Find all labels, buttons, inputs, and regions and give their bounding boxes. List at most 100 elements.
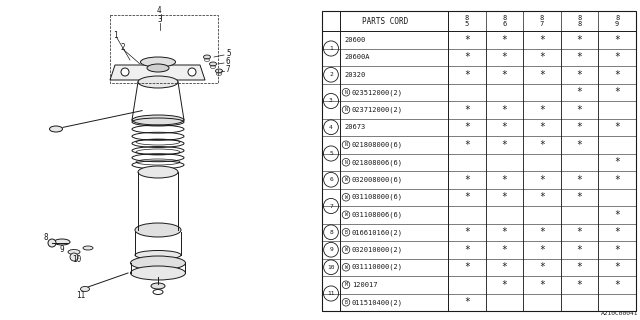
- Text: 11: 11: [76, 291, 85, 300]
- Text: *: *: [577, 140, 582, 150]
- Text: *: *: [614, 122, 620, 132]
- Text: M: M: [344, 282, 348, 287]
- Text: 5: 5: [329, 151, 333, 156]
- Text: W: W: [344, 195, 348, 200]
- Ellipse shape: [138, 224, 178, 236]
- Ellipse shape: [68, 250, 80, 254]
- Text: 8: 8: [44, 233, 49, 242]
- Text: *: *: [539, 140, 545, 150]
- Circle shape: [188, 68, 196, 76]
- Text: *: *: [539, 245, 545, 255]
- Bar: [322, 11, 636, 311]
- Text: N: N: [344, 142, 348, 147]
- Text: 2: 2: [329, 72, 333, 77]
- Text: *: *: [464, 175, 470, 185]
- Text: *: *: [539, 175, 545, 185]
- Text: *: *: [614, 70, 620, 80]
- Text: *: *: [502, 52, 508, 62]
- Text: *: *: [577, 227, 582, 237]
- Text: *: *: [539, 105, 545, 115]
- Ellipse shape: [81, 286, 90, 292]
- Text: *: *: [614, 157, 620, 167]
- Ellipse shape: [147, 64, 169, 72]
- Text: 3: 3: [329, 99, 333, 103]
- Text: PARTS CORD: PARTS CORD: [362, 17, 408, 26]
- Text: *: *: [539, 35, 545, 45]
- Text: *: *: [464, 52, 470, 62]
- Ellipse shape: [138, 76, 178, 88]
- Text: *: *: [464, 262, 470, 272]
- Text: *: *: [577, 52, 582, 62]
- Ellipse shape: [141, 57, 175, 67]
- Text: 10: 10: [327, 265, 335, 270]
- Ellipse shape: [49, 126, 63, 132]
- Text: *: *: [577, 245, 582, 255]
- Text: 8: 8: [577, 15, 582, 21]
- Text: *: *: [539, 262, 545, 272]
- Ellipse shape: [54, 239, 70, 245]
- Text: *: *: [539, 280, 545, 290]
- Text: 1: 1: [113, 31, 118, 40]
- Text: 20600A: 20600A: [344, 54, 369, 60]
- Text: *: *: [502, 192, 508, 202]
- Text: A210C00041: A210C00041: [600, 311, 638, 316]
- Text: 023512000(2): 023512000(2): [352, 89, 403, 95]
- Text: *: *: [502, 35, 508, 45]
- Text: *: *: [539, 192, 545, 202]
- Circle shape: [70, 253, 78, 261]
- Text: 6: 6: [226, 57, 230, 66]
- Text: *: *: [464, 122, 470, 132]
- Text: *: *: [577, 122, 582, 132]
- Text: *: *: [539, 122, 545, 132]
- Text: *: *: [502, 175, 508, 185]
- Text: *: *: [614, 262, 620, 272]
- Ellipse shape: [83, 246, 93, 250]
- Text: 021808000(6): 021808000(6): [352, 141, 403, 148]
- Circle shape: [48, 239, 56, 247]
- Ellipse shape: [204, 55, 211, 59]
- Text: 032008000(6): 032008000(6): [352, 177, 403, 183]
- Text: 9: 9: [615, 21, 620, 27]
- Text: N: N: [344, 107, 348, 112]
- Text: *: *: [614, 280, 620, 290]
- Text: 023712000(2): 023712000(2): [352, 107, 403, 113]
- Text: 20673: 20673: [344, 124, 365, 130]
- Ellipse shape: [151, 283, 165, 289]
- Text: *: *: [502, 227, 508, 237]
- Text: N: N: [344, 160, 348, 165]
- Text: 7: 7: [226, 65, 230, 74]
- Text: 031108006(6): 031108006(6): [352, 212, 403, 218]
- Text: 7: 7: [329, 204, 333, 209]
- Ellipse shape: [131, 266, 186, 280]
- Text: *: *: [577, 87, 582, 97]
- Text: 031110000(2): 031110000(2): [352, 264, 403, 270]
- Text: 8: 8: [577, 21, 582, 27]
- Text: *: *: [464, 227, 470, 237]
- Text: *: *: [464, 192, 470, 202]
- Text: N: N: [344, 90, 348, 95]
- Text: W: W: [344, 247, 348, 252]
- Text: *: *: [577, 262, 582, 272]
- Text: 4: 4: [157, 6, 162, 15]
- Text: *: *: [464, 70, 470, 80]
- Text: *: *: [614, 210, 620, 220]
- Text: 031108000(6): 031108000(6): [352, 194, 403, 201]
- Text: *: *: [502, 105, 508, 115]
- Ellipse shape: [135, 251, 181, 260]
- Ellipse shape: [209, 62, 216, 66]
- Text: *: *: [464, 105, 470, 115]
- Circle shape: [121, 68, 129, 76]
- Text: 021808006(6): 021808006(6): [352, 159, 403, 165]
- Text: *: *: [502, 70, 508, 80]
- Text: *: *: [577, 175, 582, 185]
- Text: *: *: [502, 280, 508, 290]
- Text: 8: 8: [540, 15, 544, 21]
- Text: *: *: [502, 262, 508, 272]
- Text: *: *: [464, 245, 470, 255]
- Text: *: *: [577, 70, 582, 80]
- Text: *: *: [464, 297, 470, 307]
- Text: B: B: [344, 300, 348, 305]
- Text: 011510400(2): 011510400(2): [352, 299, 403, 306]
- Text: *: *: [539, 227, 545, 237]
- Polygon shape: [110, 65, 205, 80]
